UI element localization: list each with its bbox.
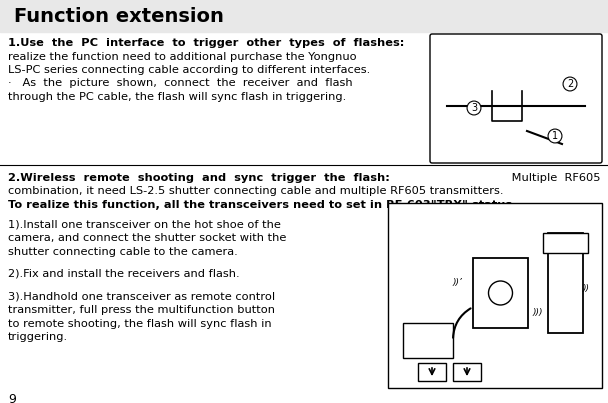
Text: Function extension: Function extension (14, 6, 224, 25)
Text: 2.Wireless  remote  shooting  and  sync  trigger  the  flash:: 2.Wireless remote shooting and sync trig… (8, 173, 390, 183)
Text: 1.Use  the  PC  interface  to  trigger  other  types  of  flashes:: 1.Use the PC interface to trigger other … (8, 38, 404, 48)
Text: ))’: ))’ (453, 278, 463, 287)
Text: Multiple  RF605: Multiple RF605 (508, 173, 600, 183)
Bar (543, 233, 588, 253)
Text: 1).Install one transceiver on the hot shoe of the
camera, and connect the shutte: 1).Install one transceiver on the hot sh… (8, 220, 286, 257)
Bar (0, 0, 608, 32)
Circle shape (488, 281, 513, 305)
FancyBboxPatch shape (430, 34, 602, 163)
Text: 3: 3 (471, 103, 477, 113)
Bar (473, 258, 528, 328)
Bar (418, 363, 446, 381)
Text: 1: 1 (552, 131, 558, 141)
Text: 2).Fix and install the receivers and flash.: 2).Fix and install the receivers and fla… (8, 268, 240, 278)
Text: )): )) (583, 283, 590, 293)
Text: through the PC cable, the flash will sync flash in triggering.: through the PC cable, the flash will syn… (8, 92, 346, 102)
Text: 9: 9 (8, 393, 16, 403)
Bar (388, 203, 602, 388)
Text: LS-PC series connecting cable according to different interfaces.: LS-PC series connecting cable according … (8, 65, 370, 75)
Text: To realize this function, all the transceivers need to set in RF-603"TRX" status: To realize this function, all the transc… (8, 200, 517, 210)
Text: 2: 2 (567, 79, 573, 89)
Text: 3).Handhold one transceiver as remote control
transmitter, full press the multif: 3).Handhold one transceiver as remote co… (8, 291, 275, 342)
Text: realize the function need to additional purchase the Yongnuo: realize the function need to additional … (8, 52, 357, 62)
Text: ·   As  the  picture  shown,  connect  the  receiver  and  flash: · As the picture shown, connect the rece… (8, 79, 353, 89)
Bar (453, 363, 481, 381)
Bar (403, 323, 453, 358)
Text: ))): ))) (533, 309, 544, 318)
Bar (548, 233, 583, 333)
Text: combination, it need LS-2.5 shutter connecting cable and multiple RF605 transmit: combination, it need LS-2.5 shutter conn… (8, 187, 503, 197)
